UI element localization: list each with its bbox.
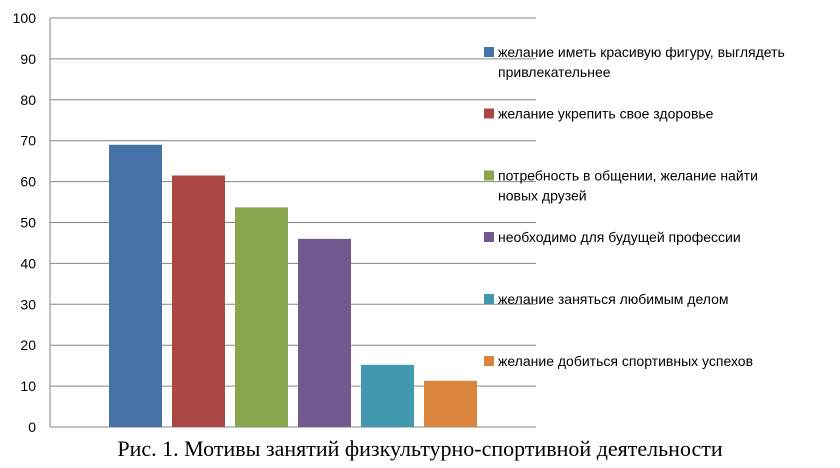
y-tick-label: 30 xyxy=(20,296,36,312)
legend-swatch xyxy=(484,170,494,181)
y-tick-label: 40 xyxy=(20,255,36,271)
legend-swatch xyxy=(484,232,494,242)
legend-swatch xyxy=(484,356,494,366)
bar xyxy=(235,207,288,427)
legend-label: привлекательнее xyxy=(498,64,611,80)
y-tick-label: 50 xyxy=(20,215,36,231)
y-tick-label: 70 xyxy=(20,133,36,149)
y-tick-label: 80 xyxy=(20,92,36,108)
legend-swatch xyxy=(484,47,494,57)
y-tick-label: 20 xyxy=(20,337,36,353)
bar xyxy=(361,364,414,427)
legend-swatch xyxy=(484,108,494,119)
y-tick-label: 100 xyxy=(13,10,37,26)
bar xyxy=(424,380,477,427)
y-tick-label: 90 xyxy=(20,51,36,67)
legend-label: потребность в общении, желание найти xyxy=(498,168,758,184)
legend-label: желание заняться любимым делом xyxy=(498,291,729,307)
y-tick-label: 10 xyxy=(20,378,36,394)
bar xyxy=(109,144,162,428)
legend-label: желание добиться спортивных успехов xyxy=(498,353,753,369)
bar xyxy=(172,175,225,427)
legend-label: новых друзей xyxy=(498,188,587,204)
legend-label: необходимо для будущей профессии xyxy=(498,229,741,245)
y-tick-label: 0 xyxy=(28,419,36,435)
legend-label: желание иметь красивую фигуру, выглядеть xyxy=(498,44,785,60)
y-tick-label: 60 xyxy=(20,174,36,190)
bar-chart: 0 10 20 30 40 50 60 70 80 90 100 желание иметь крас… xyxy=(13,10,785,435)
legend-label: желание укрепить свое здоровье xyxy=(498,106,714,122)
figure-caption: Рис. 1. Мотивы занятий физкультурно-спор… xyxy=(117,436,723,461)
bar xyxy=(298,238,351,427)
legend-swatch xyxy=(484,294,494,304)
